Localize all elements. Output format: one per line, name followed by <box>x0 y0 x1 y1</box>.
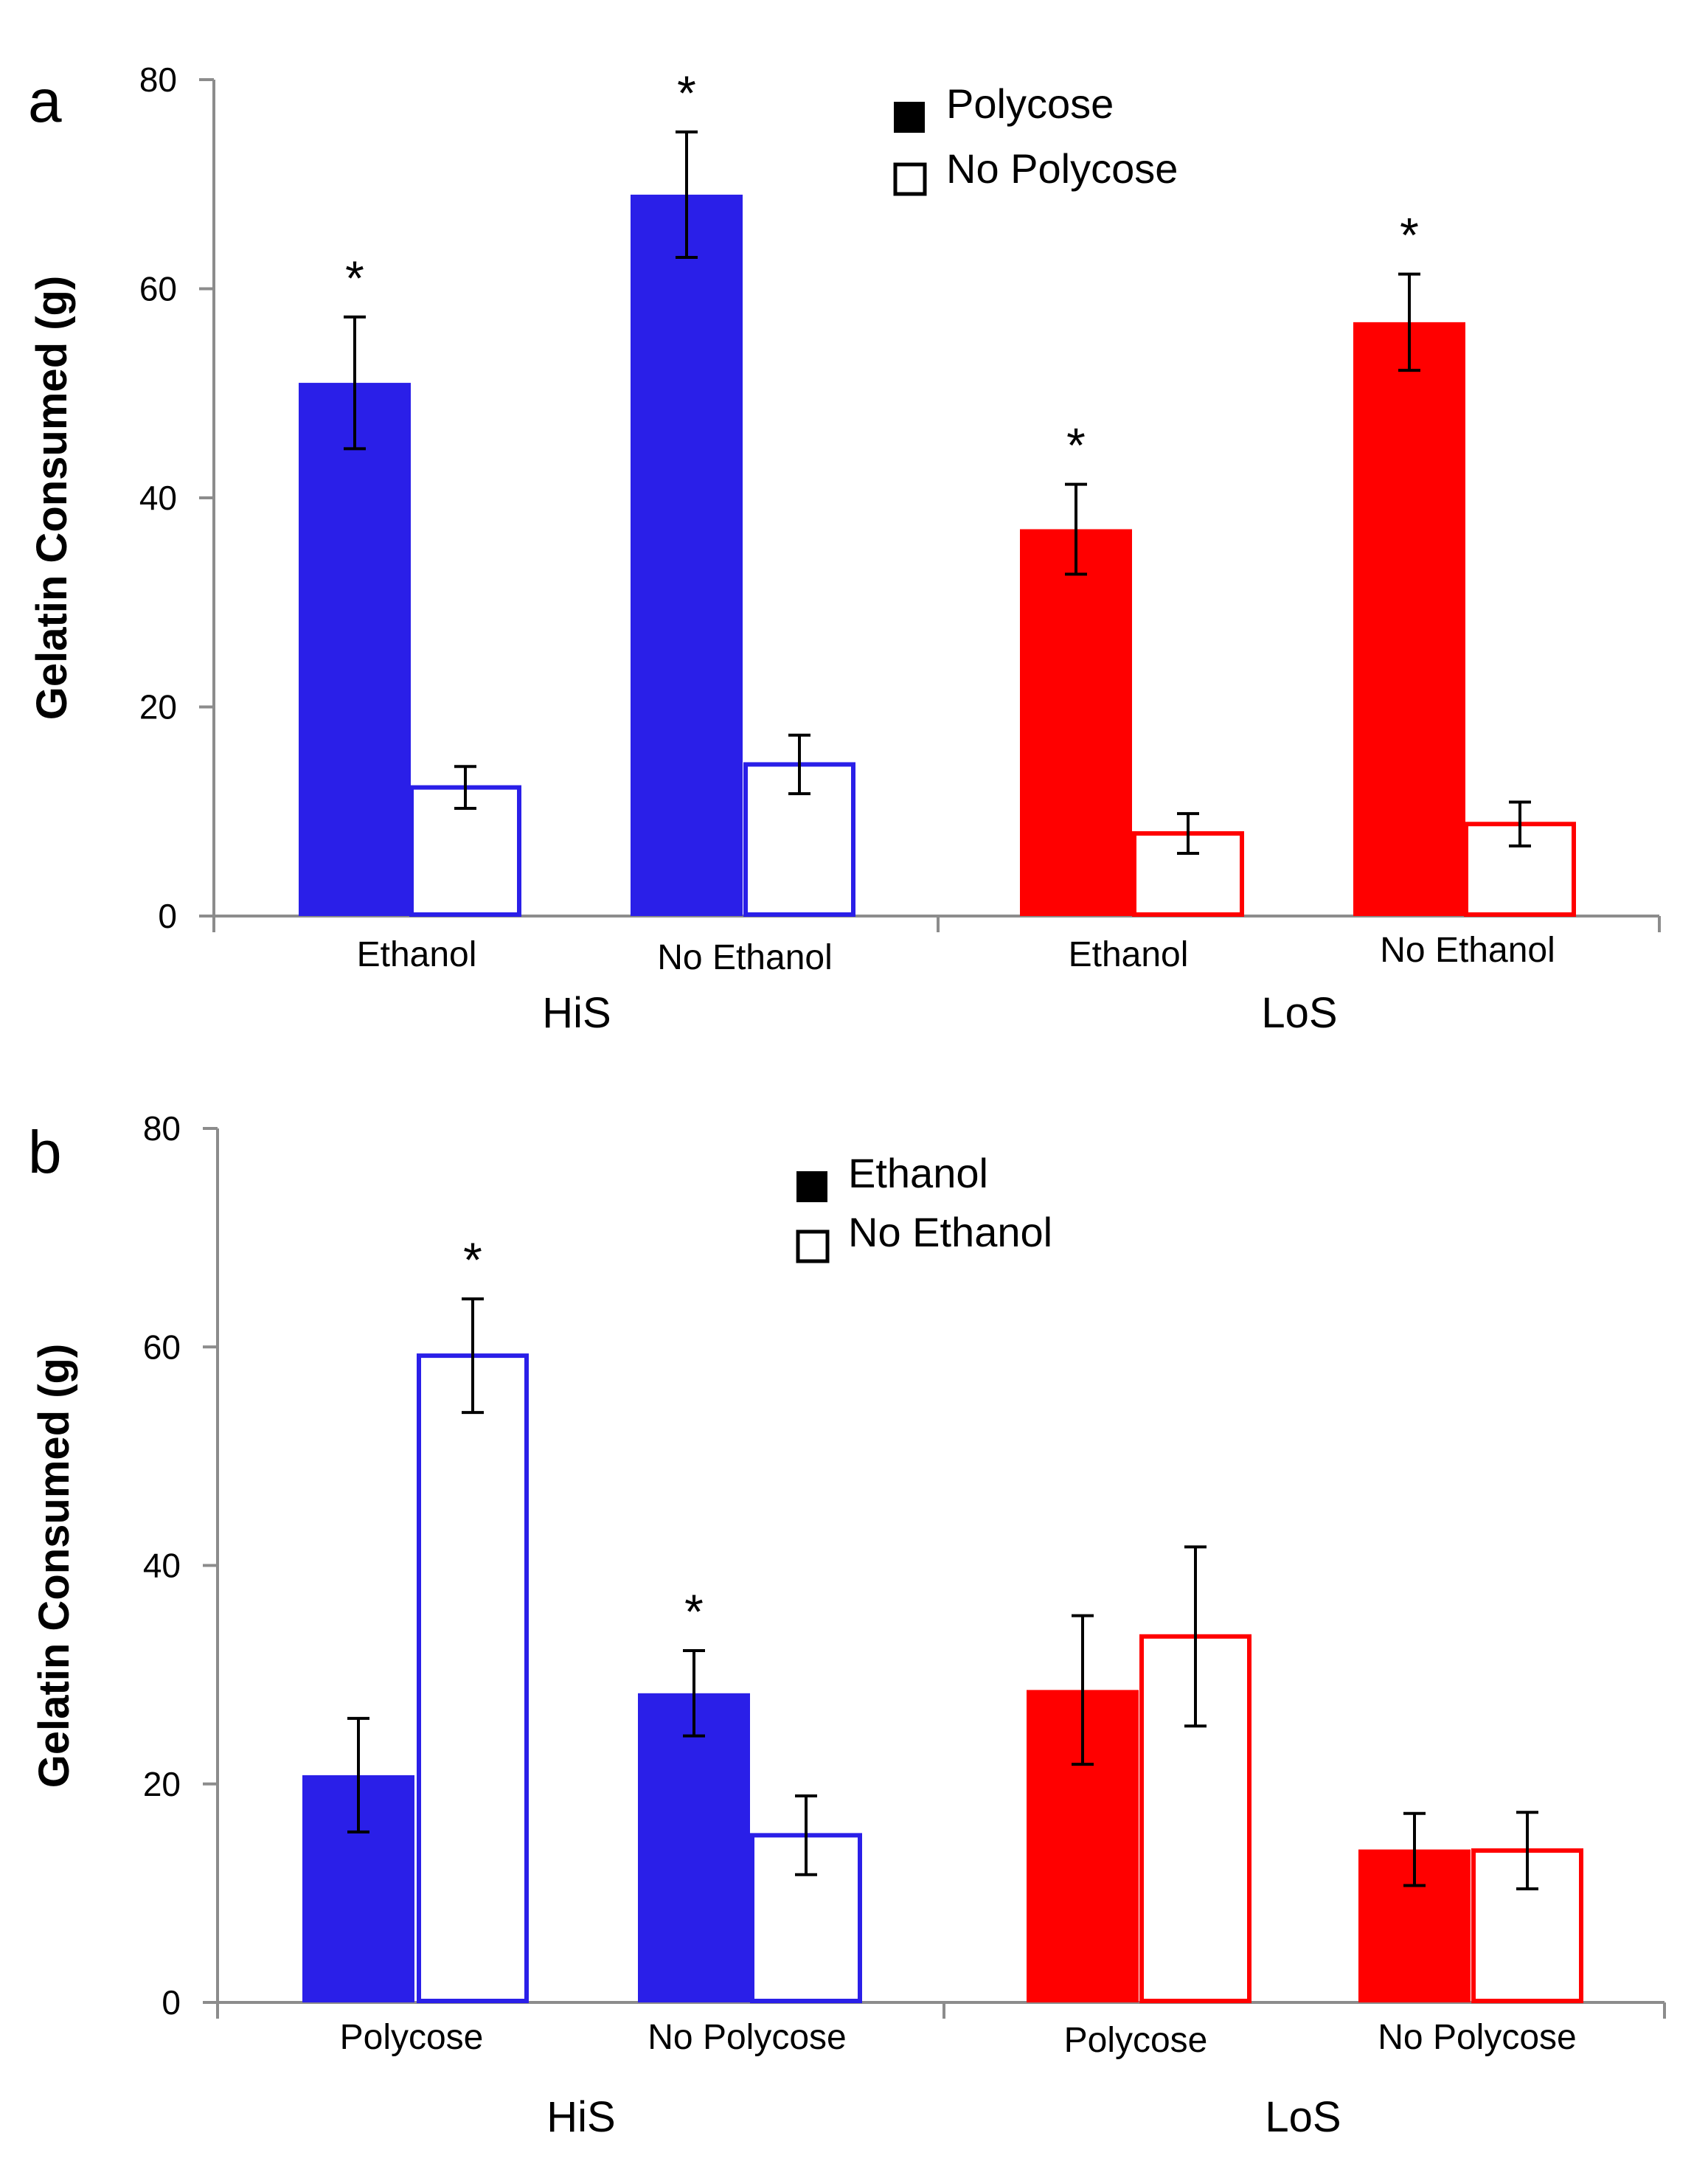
significance-star: * <box>677 66 696 120</box>
x-group-label: HiS <box>542 989 611 1037</box>
legend: Ethanol No Ethanol <box>796 1150 1052 1263</box>
significance-star: * <box>684 1584 704 1639</box>
y-tick-label: 20 <box>139 688 177 726</box>
y-tick-label: 60 <box>143 1328 181 1366</box>
legend-swatch-open <box>893 162 927 196</box>
chart-panel-a: a 0 20 40 60 80 Gelatin Consumed (g) * Ethanol * N… <box>28 60 1661 1037</box>
x-category-label: Polycose <box>340 2018 484 2057</box>
x-category-label: No Ethanol <box>1380 931 1555 970</box>
x-group-label: LoS <box>1261 989 1337 1037</box>
x-category-label: No Ethanol <box>657 938 833 977</box>
legend-swatch-solid <box>894 102 925 133</box>
y-tick-label: 0 <box>158 897 177 935</box>
significance-star: * <box>345 251 364 305</box>
bar-no-ethanol <box>417 1353 529 2003</box>
significance-star: * <box>1066 418 1086 473</box>
x-group-label: LoS <box>1265 2093 1341 2141</box>
panel-label: a <box>28 68 62 135</box>
x-category-label: Polycose <box>1064 2021 1208 2060</box>
y-tick-label: 80 <box>139 60 177 99</box>
y-axis-label: Gelatin Consumed (g) <box>30 1344 78 1789</box>
significance-star: * <box>1400 208 1419 263</box>
x-category-label: Ethanol <box>357 935 477 974</box>
legend-label: Ethanol <box>848 1150 988 1196</box>
bar-no-polycose <box>409 785 521 917</box>
bar-polycose <box>631 194 743 916</box>
x-category-label: No Polycose <box>1378 2018 1576 2057</box>
panel-label: b <box>28 1119 62 1186</box>
y-tick-label: 20 <box>143 1765 181 1803</box>
chart-panel-b: b 0 20 40 60 80 Gelatin Consumed (g) * Polycose *… <box>28 1109 1666 2141</box>
y-tick-label: 80 <box>143 1109 181 1148</box>
x-category-label: No Polycose <box>648 2018 846 2057</box>
legend-swatch-open <box>796 1229 830 1263</box>
y-tick-label: 60 <box>139 270 177 308</box>
legend-label: No Ethanol <box>848 1209 1052 1255</box>
legend-swatch-solid <box>796 1171 827 1202</box>
x-group-label: HiS <box>546 2093 615 2141</box>
legend-label: No Polycose <box>946 145 1178 192</box>
bar-polycose <box>1353 322 1465 916</box>
y-tick-label: 40 <box>143 1547 181 1585</box>
x-category-label: Ethanol <box>1069 935 1189 974</box>
significance-star: * <box>463 1232 482 1287</box>
bar-polycose <box>299 383 411 916</box>
bar-polycose <box>1020 529 1132 916</box>
y-tick-label: 40 <box>139 479 177 517</box>
legend: Polycose No Polycose <box>893 80 1178 196</box>
legend-label: Polycose <box>946 80 1114 127</box>
y-tick-label: 0 <box>162 1983 181 2022</box>
bar-ethanol <box>638 1693 750 2002</box>
y-axis-label: Gelatin Consumed (g) <box>28 276 76 721</box>
